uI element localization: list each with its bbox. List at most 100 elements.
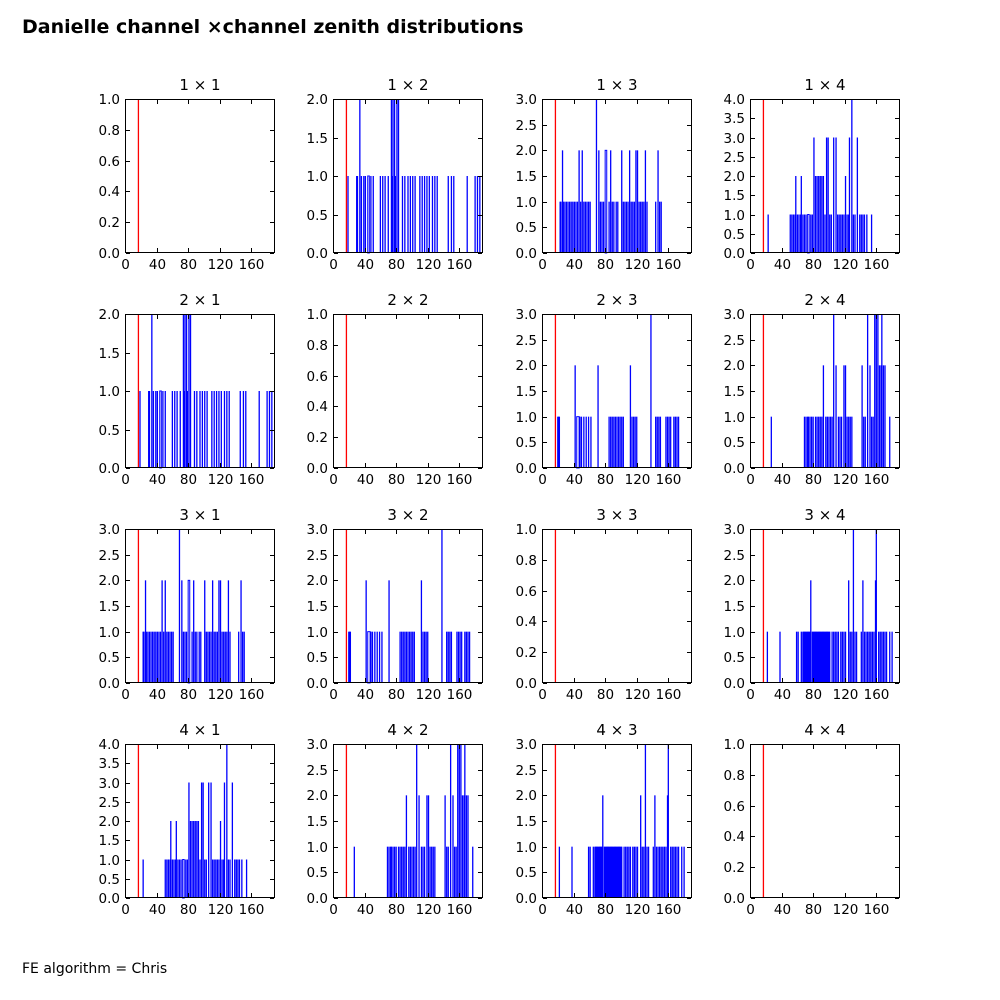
svg-text:1.5: 1.5: [99, 599, 120, 615]
svg-text:2.0: 2.0: [724, 573, 745, 589]
svg-text:120: 120: [416, 472, 442, 488]
histogram-spikes: [142, 529, 245, 684]
svg-text:80: 80: [597, 902, 614, 918]
svg-text:0: 0: [329, 902, 338, 918]
svg-text:0.0: 0.0: [99, 246, 120, 262]
svg-text:160: 160: [864, 257, 890, 273]
subplot-3-2: 0 40 80 120 160 0.0 0.5 1.0 1.5 2.0 2.5 3.0 3 × 2: [307, 506, 483, 703]
axes-frame: [750, 314, 900, 468]
subplot-title: 2 × 1: [179, 291, 220, 309]
subplot-title: 3 × 1: [179, 506, 220, 524]
axis-tick-labels: 0 40 80 120 160 0.0 0.2 0.4 0.6 0.8 1.0: [724, 737, 890, 918]
subplot-3-4: 0 40 80 120 160 0.0 0.5 1.0 1.5 2.0 2.5 3.0 3 × 4: [724, 506, 900, 703]
svg-text:3.0: 3.0: [724, 307, 745, 323]
svg-text:1.0: 1.0: [307, 625, 328, 641]
svg-text:40: 40: [357, 472, 374, 488]
axes-background: [125, 99, 275, 253]
svg-text:120: 120: [625, 902, 651, 918]
svg-text:0.6: 0.6: [307, 369, 328, 385]
svg-text:1.5: 1.5: [516, 384, 537, 400]
svg-text:1.5: 1.5: [724, 188, 745, 204]
svg-text:160: 160: [447, 257, 473, 273]
axis-tick-labels: 0 40 80 120 160 0.0 0.5 1.0 1.5 2.0: [307, 92, 473, 273]
svg-text:0.8: 0.8: [99, 123, 120, 139]
subplot-4-1: 0 40 80 120 160 0.0 0.5 1.0 1.5 2.0 2.5 3.0 3.5 4.0 4 …: [99, 721, 275, 918]
svg-text:80: 80: [597, 472, 614, 488]
subplot-2-1: 0 40 80 120 160 0.0 0.5 1.0 1.5 2.0 2 × 1: [99, 291, 275, 488]
axis-tick-labels: 0 40 80 120 160 0.0 0.5 1.0 1.5 2.0 2.5 3.0: [724, 307, 890, 488]
axes-frame: [333, 529, 483, 683]
axis-tick-labels: 0 40 80 120 160 0.0 0.2 0.4 0.6 0.8 1.0: [99, 92, 265, 273]
svg-text:40: 40: [357, 257, 374, 273]
svg-text:0.0: 0.0: [724, 461, 745, 477]
subplot-title: 3 × 4: [804, 506, 845, 524]
svg-text:160: 160: [864, 687, 890, 703]
svg-text:0.5: 0.5: [516, 220, 537, 236]
svg-text:3.0: 3.0: [99, 776, 120, 792]
axis-ticks: [542, 99, 691, 254]
axis-ticks: [125, 99, 274, 254]
axes-frame: [125, 744, 275, 898]
axis-ticks: [542, 529, 691, 684]
svg-text:40: 40: [149, 687, 166, 703]
svg-text:1.5: 1.5: [724, 599, 745, 615]
svg-text:40: 40: [149, 902, 166, 918]
axis-ticks: [333, 744, 482, 899]
svg-text:0.0: 0.0: [307, 891, 328, 907]
svg-text:1.0: 1.0: [724, 410, 745, 426]
svg-text:0: 0: [746, 257, 755, 273]
svg-text:80: 80: [597, 687, 614, 703]
svg-text:1.0: 1.0: [99, 853, 120, 869]
svg-text:4.0: 4.0: [724, 92, 745, 108]
svg-text:40: 40: [774, 472, 791, 488]
svg-text:80: 80: [180, 257, 197, 273]
subplot-title: 4 × 1: [179, 721, 220, 739]
svg-text:160: 160: [239, 902, 265, 918]
svg-text:0.6: 0.6: [724, 799, 745, 815]
svg-text:1.0: 1.0: [307, 840, 328, 856]
svg-text:0: 0: [121, 472, 130, 488]
histogram-spikes: [347, 99, 481, 254]
svg-text:0.8: 0.8: [724, 768, 745, 784]
svg-text:80: 80: [388, 902, 405, 918]
subplot-4-3: 0 40 80 120 160 0.0 0.5 1.0 1.5 2.0 2.5 3.0 4 × 3: [516, 721, 692, 918]
svg-text:0.5: 0.5: [307, 650, 328, 666]
svg-text:0: 0: [329, 687, 338, 703]
subplot-1-1: 0 40 80 120 160 0.0 0.2 0.4 0.6 0.8 1.0 1 × 1: [99, 76, 275, 273]
svg-text:120: 120: [833, 687, 859, 703]
svg-text:2.5: 2.5: [516, 333, 537, 349]
subplot-title: 2 × 2: [387, 291, 428, 309]
axes-frame: [542, 744, 692, 898]
svg-text:0: 0: [121, 902, 130, 918]
svg-text:40: 40: [566, 902, 583, 918]
subplot-title: 1 × 2: [387, 76, 428, 94]
svg-text:80: 80: [388, 687, 405, 703]
svg-text:120: 120: [416, 257, 442, 273]
axes-frame: [542, 314, 692, 468]
svg-text:120: 120: [625, 257, 651, 273]
svg-text:0.5: 0.5: [99, 423, 120, 439]
svg-text:0.0: 0.0: [99, 676, 120, 692]
histogram-spikes: [139, 314, 273, 469]
svg-text:0: 0: [329, 472, 338, 488]
axis-ticks: [333, 529, 482, 684]
svg-text:0.0: 0.0: [724, 246, 745, 262]
svg-text:0.0: 0.0: [99, 461, 120, 477]
svg-text:1.0: 1.0: [516, 522, 537, 538]
histogram-spikes: [557, 314, 680, 469]
svg-text:80: 80: [388, 257, 405, 273]
svg-text:120: 120: [833, 902, 859, 918]
svg-text:120: 120: [416, 902, 442, 918]
axis-ticks: [333, 99, 482, 254]
svg-text:1.0: 1.0: [307, 169, 328, 185]
axes-background: [750, 744, 900, 898]
svg-text:160: 160: [239, 257, 265, 273]
svg-text:1.5: 1.5: [99, 833, 120, 849]
subplot-2-2: 0 40 80 120 160 0.0 0.2 0.4 0.6 0.8 1.0 2 × 2: [307, 291, 483, 488]
svg-text:160: 160: [447, 902, 473, 918]
axes-frame: [125, 314, 275, 468]
svg-text:40: 40: [774, 687, 791, 703]
subplot-2-3: 0 40 80 120 160 0.0 0.5 1.0 1.5 2.0 2.5 3.0 2 × 3: [516, 291, 692, 488]
svg-text:0.4: 0.4: [516, 614, 537, 630]
svg-text:40: 40: [774, 902, 791, 918]
